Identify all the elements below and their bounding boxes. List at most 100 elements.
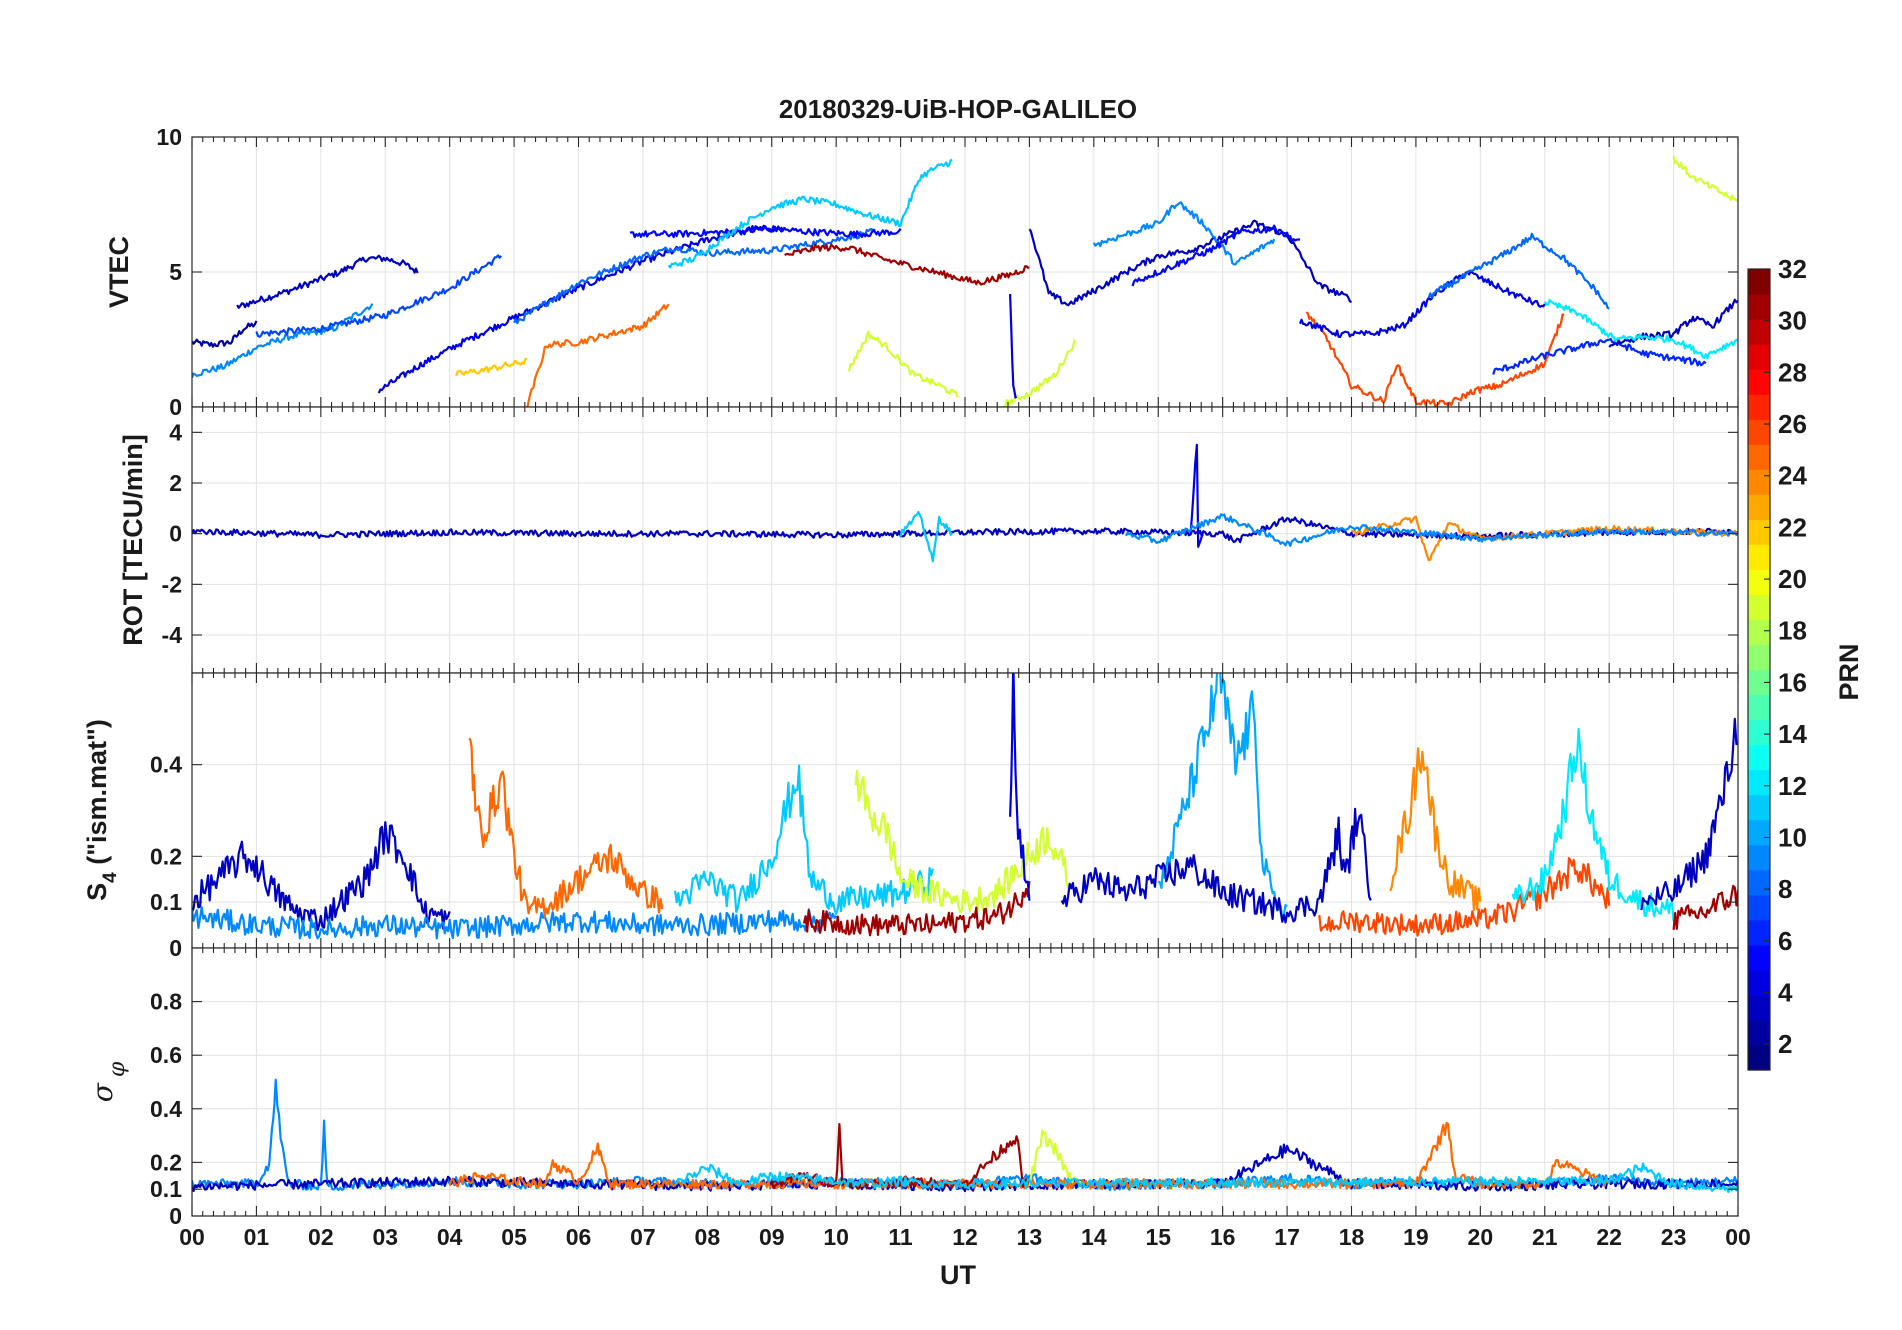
- series-line-prn-12: [1543, 299, 1738, 360]
- y-tick-label: 0.2: [150, 1149, 182, 1175]
- y-tick-label: 4: [169, 419, 182, 445]
- x-tick-label: 08: [695, 1224, 721, 1250]
- series-line-prn-31: [802, 880, 1031, 937]
- y-tick-label: 0: [169, 1203, 182, 1229]
- colorbar-segment: [1748, 844, 1770, 871]
- x-tick-label: 13: [1017, 1224, 1043, 1250]
- colorbar-segment: [1748, 594, 1770, 621]
- series-line-prn-11: [674, 764, 934, 915]
- series-line-prn-3: [236, 254, 419, 309]
- colorbar-segment: [1748, 569, 1770, 596]
- y-tick-label: -4: [162, 622, 183, 648]
- panel-rot: -4 -2 0 2 4 ROT [TECU/min]: [118, 406, 1739, 674]
- colorbar-segment: [1748, 694, 1770, 721]
- y-tick-label: 0.1: [150, 889, 182, 915]
- series-line-prn-26: [1318, 857, 1611, 937]
- series-line-prn-9: [1125, 513, 1738, 547]
- series-line-prn-3: [1640, 717, 1738, 911]
- x-tick-label: 02: [308, 1224, 334, 1250]
- series-line-prn-8: [1427, 232, 1610, 310]
- series-line-prn-2: [192, 320, 258, 348]
- colorbar-segment: [1748, 869, 1770, 896]
- series-line-prn-9: [192, 906, 838, 940]
- y-tick-label: 0: [169, 521, 182, 547]
- series-group: [192, 1078, 1738, 1194]
- colorbar-segment: [1748, 794, 1770, 821]
- y-tick-label: 0.1: [150, 1176, 182, 1202]
- x-tick-label: 00: [179, 1224, 205, 1250]
- series-line-prn-26: [1305, 311, 1565, 407]
- y-tick-label: 0: [169, 935, 182, 961]
- series-line-prn-10: [1157, 673, 1288, 920]
- colorbar-segment: [1748, 944, 1770, 971]
- x-tick-label: 18: [1339, 1224, 1365, 1250]
- y-tick-label: 0.4: [150, 1096, 182, 1122]
- colorbar-segment: [1748, 319, 1770, 345]
- panel-sigma_phi: 00.10.2 0.4 0.6 0.8 σφ: [86, 947, 1739, 1229]
- colorbar-segment: [1748, 969, 1770, 996]
- series-line-prn-3: [1060, 807, 1372, 924]
- colorbar-segment: [1748, 394, 1770, 420]
- colorbar-segment: [1748, 719, 1770, 746]
- colorbar-tick-label: 12: [1778, 771, 1807, 801]
- x-tick-label: 04: [437, 1224, 463, 1250]
- colorbar-segment: [1748, 344, 1770, 370]
- series-line-prn-3: [192, 821, 451, 932]
- y-tick-label: 0.8: [150, 989, 182, 1015]
- colorbar-tick-label: 16: [1778, 667, 1807, 697]
- series-line-prn-19: [1672, 155, 1738, 202]
- colorbar-segment: [1748, 1019, 1770, 1046]
- x-tick-label: 06: [566, 1224, 592, 1250]
- x-tick-label: 01: [244, 1224, 270, 1250]
- series-group: [192, 155, 1738, 407]
- colorbar-segment: [1748, 419, 1770, 445]
- series-line-prn-31: [770, 1123, 1031, 1190]
- colorbar-tick-label: 30: [1778, 306, 1807, 336]
- colorbar-segment: [1748, 919, 1770, 946]
- y-axis-label: σφ: [86, 1061, 130, 1102]
- y-tick-label: 0.2: [150, 843, 182, 869]
- colorbar-label: PRN: [1834, 643, 1864, 700]
- series-line-prn-25: [526, 303, 670, 407]
- series-line-prn-22: [455, 357, 528, 377]
- series-line-prn-4: [1009, 673, 1031, 901]
- panel-vtec: 0 5 10 VTEC: [104, 124, 1739, 420]
- series-line-prn-3: [1028, 219, 1352, 307]
- series-line-prn-4: [1189, 443, 1204, 548]
- panel-s4: 0 0.1 0.2 0.4 S4 ("ism.mat"): [82, 672, 1739, 961]
- colorbar-tick-label: 10: [1778, 822, 1807, 852]
- x-tick-label: 17: [1274, 1224, 1300, 1250]
- x-tick-label: 15: [1145, 1224, 1171, 1250]
- colorbar-segment: [1748, 1044, 1770, 1071]
- colorbar-tick-label: 26: [1778, 409, 1807, 439]
- y-tick-label: 0.4: [150, 752, 182, 778]
- colorbar-segment: [1748, 494, 1770, 520]
- series-line-prn-24: [1389, 747, 1482, 911]
- colorbar-segment: [1748, 619, 1770, 646]
- x-tick-label: 05: [501, 1224, 527, 1250]
- colorbar-tick-label: 14: [1778, 719, 1807, 749]
- colorbar-tick-label: 20: [1778, 564, 1807, 594]
- x-axis-label: UT: [940, 1260, 976, 1290]
- colorbar-segment: [1748, 294, 1770, 320]
- x-tick-label: 20: [1468, 1224, 1494, 1250]
- x-tick-label: 03: [372, 1224, 398, 1250]
- y-tick-label: 10: [156, 124, 182, 150]
- colorbar-segment: [1748, 669, 1770, 696]
- colorbar-segment: [1748, 269, 1770, 295]
- series-line-prn-4: [1009, 294, 1018, 399]
- series-line-prn-7: [255, 254, 503, 338]
- y-axis-label: S4 ("ism.mat"): [82, 719, 121, 901]
- series-group: [192, 443, 1738, 563]
- series-line-prn-4: [377, 224, 786, 394]
- colorbar-tick-label: 18: [1778, 616, 1807, 646]
- x-axis: 00 01 02 03 04 05 06 07 08 09 10 11 12 13 14 15 16 17 18 19…: [179, 1224, 1751, 1250]
- colorbar-tick-label: 22: [1778, 512, 1807, 542]
- y-axis-label: ROT [TECU/min]: [118, 434, 148, 645]
- colorbar-tick-label: 32: [1778, 254, 1807, 284]
- series-group: [192, 673, 1738, 940]
- colorbar-tick-label: 6: [1778, 926, 1792, 956]
- colorbar-tick-label: 24: [1778, 461, 1807, 491]
